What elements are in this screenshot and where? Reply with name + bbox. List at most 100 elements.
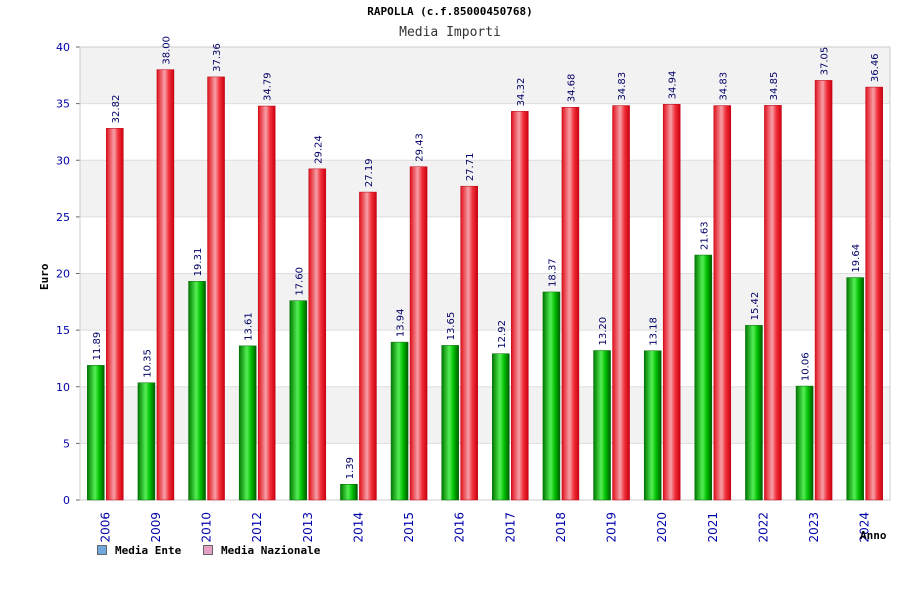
bar-media-ente: [542, 291, 561, 501]
value-label-media-ente: 13.18: [649, 317, 660, 346]
value-label-media-nazionale: 37.05: [820, 47, 831, 76]
bar-media-ente: [492, 353, 510, 501]
value-label-media-nazionale: 27.19: [364, 158, 375, 187]
value-label-media-nazionale: 34.85: [769, 72, 780, 101]
x-tick-label: 2017: [503, 512, 517, 543]
bar-media-ente: [87, 365, 105, 501]
plot-frame: [79, 46, 891, 501]
y-tick-label: 10: [56, 381, 70, 394]
bar-media-nazionale: [662, 104, 681, 501]
legend-label-media-nazionale: Media Nazionale: [221, 543, 321, 557]
bar-media-ente: [340, 484, 358, 501]
x-tick-label: 2012: [250, 512, 264, 543]
value-label-media-nazionale: 38.00: [161, 36, 172, 65]
bar-media-nazionale: [257, 105, 276, 501]
value-label-media-nazionale: 34.83: [617, 72, 628, 101]
value-label-media-nazionale: 27.71: [465, 153, 476, 182]
bar-media-ente: [795, 385, 814, 501]
y-tick-label: 0: [63, 494, 70, 507]
value-label-media-nazionale: 34.68: [566, 74, 577, 103]
value-label-media-ente: 11.89: [92, 332, 103, 361]
bar-media-nazionale: [409, 166, 428, 501]
bar-media-nazionale: [713, 105, 732, 501]
x-tick-label: 2015: [402, 512, 416, 543]
bar-media-nazionale: [207, 76, 225, 501]
y-tick-label: 40: [56, 41, 70, 54]
chart-title: RAPOLLA (c.f.85000450768): [367, 5, 533, 18]
value-label-media-ente: 19.64: [851, 244, 862, 273]
value-label-media-nazionale: 29.43: [415, 133, 426, 162]
value-label-media-ente: 10.35: [142, 349, 153, 378]
x-axis-label: Anno: [860, 529, 887, 542]
x-tick-label: 2010: [200, 512, 214, 543]
bar-media-nazionale: [814, 80, 833, 501]
value-label-media-nazionale: 34.83: [718, 72, 729, 101]
value-label-media-ente: 17.60: [294, 267, 305, 296]
x-tick-label: 2013: [301, 512, 315, 543]
legend-item-media-ente: Media Ente: [97, 543, 181, 557]
value-label-media-ente: 18.37: [547, 258, 558, 287]
legend-swatch-media-nazionale: [203, 545, 213, 555]
value-label-media-ente: 13.65: [446, 312, 457, 341]
x-tick-label: 2014: [351, 512, 365, 543]
bar-media-ente: [441, 345, 459, 501]
x-tick-label: 2020: [655, 512, 669, 543]
bar-media-nazionale: [764, 105, 782, 501]
bar-media-ente: [643, 350, 662, 501]
bar-media-nazionale: [460, 185, 478, 501]
x-tick-label: 2019: [605, 512, 619, 543]
y-tick-label: 35: [56, 98, 70, 111]
value-label-media-ente: 19.31: [193, 248, 204, 277]
x-tick-label: 2006: [98, 512, 112, 543]
x-tick-label: 2022: [756, 512, 770, 543]
x-tick-label: 2018: [554, 512, 568, 543]
bar-media-ente: [745, 325, 763, 501]
bar-media-nazionale: [612, 105, 630, 501]
bar-media-ente: [289, 300, 308, 501]
value-label-media-ente: 13.61: [244, 312, 255, 341]
value-label-media-nazionale: 34.79: [263, 72, 274, 101]
bar-media-nazionale: [561, 106, 580, 501]
y-tick-label: 30: [56, 154, 70, 167]
value-label-media-nazionale: 34.32: [516, 78, 527, 107]
chart-subtitle: Media Importi: [399, 25, 501, 40]
bar-media-nazionale: [359, 191, 377, 501]
value-label-media-ente: 13.94: [396, 308, 407, 337]
value-label-media-nazionale: 36.46: [870, 53, 881, 82]
value-label-media-nazionale: 37.36: [212, 43, 223, 72]
y-tick-label: 15: [56, 324, 70, 337]
bar-media-ente: [694, 254, 713, 501]
bar-media-nazionale: [865, 86, 883, 501]
y-axis-label: Euro: [38, 263, 51, 291]
value-label-media-nazionale: 34.94: [668, 71, 679, 100]
bar-media-nazionale: [156, 69, 175, 501]
y-tick-label: 5: [63, 437, 70, 450]
bar-media-ente: [390, 341, 409, 501]
value-label-media-ente: 21.63: [699, 221, 710, 250]
bar-media-ente: [137, 382, 156, 501]
value-label-media-nazionale: 29.24: [313, 135, 324, 164]
value-label-media-nazionale: 32.82: [111, 95, 122, 124]
bar-media-ente: [188, 281, 206, 501]
x-tick-label: 2024: [858, 512, 872, 543]
bar-media-nazionale: [308, 168, 327, 501]
bar-media-ente: [846, 277, 864, 501]
value-label-media-ente: 10.06: [801, 352, 812, 381]
legend-label-media-ente: Media Ente: [115, 543, 182, 557]
x-tick-label: 2023: [807, 512, 821, 543]
value-label-media-ente: 13.20: [598, 317, 609, 346]
legend-item-media-nazionale: Media Nazionale: [203, 543, 320, 557]
bar-media-ente: [593, 350, 611, 501]
y-tick-label: 20: [56, 268, 70, 281]
y-tick-label: 25: [56, 211, 70, 224]
legend-swatch-media-ente: [97, 545, 107, 555]
value-label-media-ente: 12.92: [497, 320, 508, 349]
x-tick-label: 2021: [706, 512, 720, 543]
value-label-media-ente: 15.42: [750, 292, 761, 321]
value-label-media-ente: 1.39: [345, 457, 356, 479]
x-tick-label: 2009: [149, 512, 163, 543]
bar-media-nazionale: [106, 128, 124, 501]
bar-media-nazionale: [511, 111, 529, 501]
bar-media-ente: [238, 345, 257, 501]
